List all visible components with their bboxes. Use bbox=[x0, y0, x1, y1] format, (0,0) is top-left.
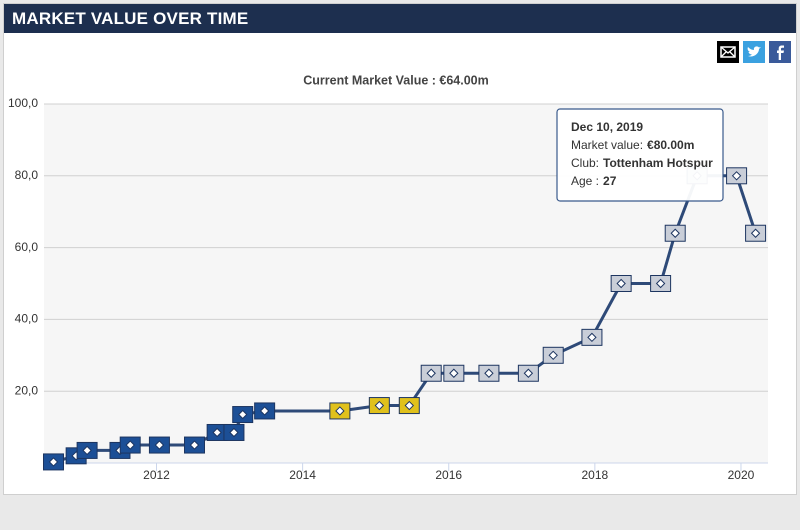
x-tick-label: 2018 bbox=[582, 468, 609, 482]
data-point bbox=[610, 275, 632, 292]
y-tick-label: 60,0 bbox=[15, 240, 39, 254]
x-tick-label: 2014 bbox=[289, 468, 316, 482]
point-emblem bbox=[484, 368, 494, 378]
point-emblem bbox=[670, 228, 680, 238]
data-point bbox=[517, 364, 539, 382]
data-point bbox=[232, 406, 254, 424]
data-point bbox=[581, 328, 603, 346]
y-tick-label: 40,0 bbox=[15, 312, 39, 326]
point-emblem bbox=[82, 445, 92, 456]
data-point bbox=[329, 402, 351, 420]
tooltip-row: Club: Tottenham Hotspur bbox=[571, 156, 713, 170]
email-share[interactable] bbox=[717, 41, 739, 63]
data-point bbox=[443, 364, 465, 382]
chart-subtitle: Current Market Value : €64.00m bbox=[303, 73, 489, 87]
tooltip-label: Age : bbox=[571, 174, 599, 188]
facebook-share[interactable] bbox=[769, 41, 791, 63]
point-emblem bbox=[229, 427, 239, 438]
x-tick-label: 2016 bbox=[435, 468, 462, 482]
point-emblem bbox=[548, 350, 558, 361]
data-point bbox=[254, 402, 276, 420]
point-emblem bbox=[404, 400, 414, 411]
data-point bbox=[478, 364, 500, 382]
data-point bbox=[398, 397, 420, 415]
y-tick-label: 80,0 bbox=[15, 168, 39, 182]
point-emblem bbox=[449, 368, 459, 378]
data-point bbox=[726, 167, 748, 185]
y-tick-label: 100,0 bbox=[8, 96, 38, 110]
data-point bbox=[183, 436, 205, 454]
data-point bbox=[650, 275, 672, 292]
tooltip-date: Dec 10, 2019 bbox=[571, 120, 643, 134]
data-point bbox=[76, 441, 98, 459]
tooltip-value: €80.00m bbox=[647, 138, 694, 152]
point-emblem bbox=[731, 171, 742, 181]
tooltip-label: Club: bbox=[571, 156, 599, 170]
data-point bbox=[148, 436, 170, 454]
tooltip-row: Age : 27 bbox=[571, 174, 617, 188]
point-emblem bbox=[616, 278, 626, 289]
widget-title: MARKET VALUE OVER TIME bbox=[4, 4, 796, 33]
tooltip-value: 27 bbox=[603, 174, 617, 188]
data-point bbox=[119, 436, 141, 454]
tooltip-row: Market value: €80.00m bbox=[571, 138, 694, 152]
data-point bbox=[542, 346, 564, 364]
data-point bbox=[745, 224, 767, 242]
point-emblem bbox=[426, 368, 436, 378]
point-emblem bbox=[189, 440, 200, 450]
data-point bbox=[420, 364, 442, 382]
point-emblem bbox=[212, 427, 222, 438]
y-tick-label: 20,0 bbox=[15, 383, 39, 397]
data-point bbox=[223, 423, 245, 441]
point-emblem bbox=[374, 400, 385, 411]
point-emblem bbox=[750, 228, 761, 238]
twitter-share[interactable] bbox=[743, 41, 765, 63]
data-point bbox=[42, 453, 64, 471]
point-emblem bbox=[48, 457, 59, 467]
point-emblem bbox=[238, 409, 248, 420]
x-tick-label: 2012 bbox=[143, 468, 170, 482]
point-emblem bbox=[523, 368, 534, 378]
point-emblem bbox=[125, 440, 135, 450]
tooltip bbox=[556, 108, 724, 202]
data-point bbox=[368, 397, 390, 415]
point-emblem bbox=[655, 278, 666, 289]
tooltip-value: Tottenham Hotspur bbox=[603, 156, 713, 170]
point-emblem bbox=[587, 332, 597, 343]
point-emblem bbox=[259, 406, 270, 416]
data-point bbox=[664, 224, 686, 242]
point-emblem bbox=[335, 406, 345, 416]
tooltip-label: Market value: bbox=[571, 138, 643, 152]
point-emblem bbox=[154, 440, 165, 450]
x-tick-label: 2020 bbox=[728, 468, 755, 482]
